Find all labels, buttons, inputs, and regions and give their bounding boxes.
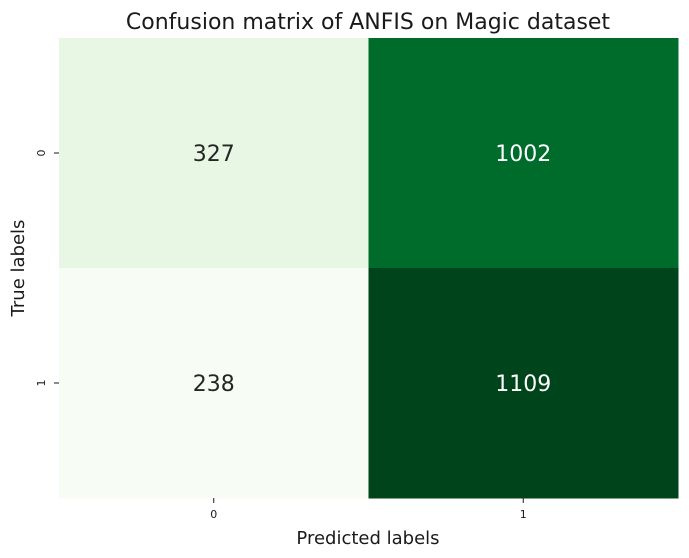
x-tick-label-0: 0 [210, 508, 217, 521]
x-axis-label: Predicted labels [296, 528, 439, 549]
cell-value-0-1: 1002 [495, 142, 551, 167]
y-axis-ticks: 01 [35, 150, 59, 387]
cell-value-1-1: 1109 [495, 372, 551, 397]
y-axis-label: True labels [8, 220, 29, 318]
x-tick-label-1: 1 [520, 508, 527, 521]
chart-title: Confusion matrix of ANFIS on Magic datas… [126, 10, 611, 35]
cell-value-1-0: 238 [193, 372, 235, 397]
heatmap-cell-0-0 [59, 38, 369, 269]
heatmap-cell-1-0 [59, 268, 369, 499]
y-tick-label-1: 1 [35, 380, 48, 387]
y-tick-label-0: 0 [35, 150, 48, 157]
heatmap-cells [59, 38, 679, 499]
heatmap-cell-1-1 [368, 268, 679, 499]
cell-value-0-0: 327 [193, 142, 235, 167]
cell-annotations: 327 1002 238 1109 [193, 142, 552, 397]
heatmap-cell-0-1 [368, 38, 679, 269]
